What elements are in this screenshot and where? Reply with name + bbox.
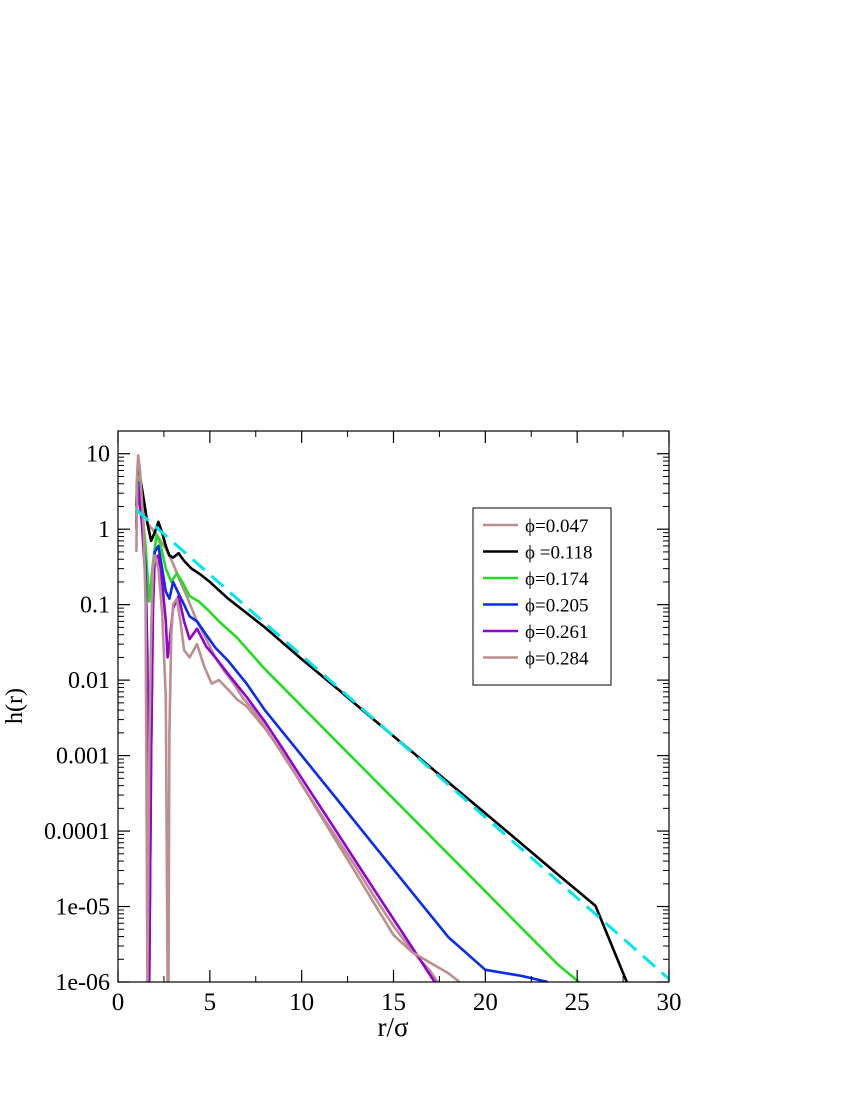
x-tick-label: 10 (289, 989, 314, 1016)
y-tick-label: 1e-06 (55, 970, 110, 996)
y-tick-label: 0.01 (68, 668, 110, 694)
legend-label: ϕ=0.047 (525, 516, 588, 537)
x-tick-label: 20 (473, 989, 498, 1016)
series-line-6 (135, 454, 461, 982)
x-axis-label: r/σ (377, 1012, 408, 1042)
y-tick-label: 0.0001 (44, 819, 110, 845)
x-tick-label: 0 (112, 989, 125, 1016)
y-tick-label: 1 (98, 517, 110, 543)
y-axis-label: h(r) (2, 688, 28, 724)
y-tick-label: 0.1 (80, 593, 110, 619)
x-axis: 0 5 10 15 20 25 30 (112, 431, 682, 1016)
series-line-3 (135, 475, 580, 982)
legend-label: ϕ=0.261 (525, 622, 588, 643)
y-tick-label: 0.001 (56, 744, 110, 770)
x-tick-label: 5 (204, 989, 217, 1016)
legend: ϕ=0.047 ϕ =0.118 ϕ=0.174 ϕ=0.205 ϕ=0.261 ϕ=0.… (472, 507, 612, 686)
series-layer (135, 454, 669, 982)
legend-label: ϕ =0.118 (525, 543, 593, 564)
series-line-fit-dashed (135, 508, 669, 981)
y-tick-label: 10 (86, 442, 110, 468)
y-axis: 10 1 0.1 0.01 0.001 0.0001 1e-05 1e-06 (44, 442, 669, 996)
legend-label: ϕ=0.174 (525, 569, 589, 590)
y-tick-label: 1e-05 (55, 895, 110, 921)
legend-label: ϕ=0.284 (525, 649, 589, 670)
legend-box (472, 507, 612, 686)
x-tick-label: 30 (657, 989, 682, 1016)
x-tick-label: 15 (381, 989, 406, 1016)
x-tick-label: 25 (565, 989, 590, 1016)
legend-label: ϕ=0.205 (525, 596, 588, 617)
